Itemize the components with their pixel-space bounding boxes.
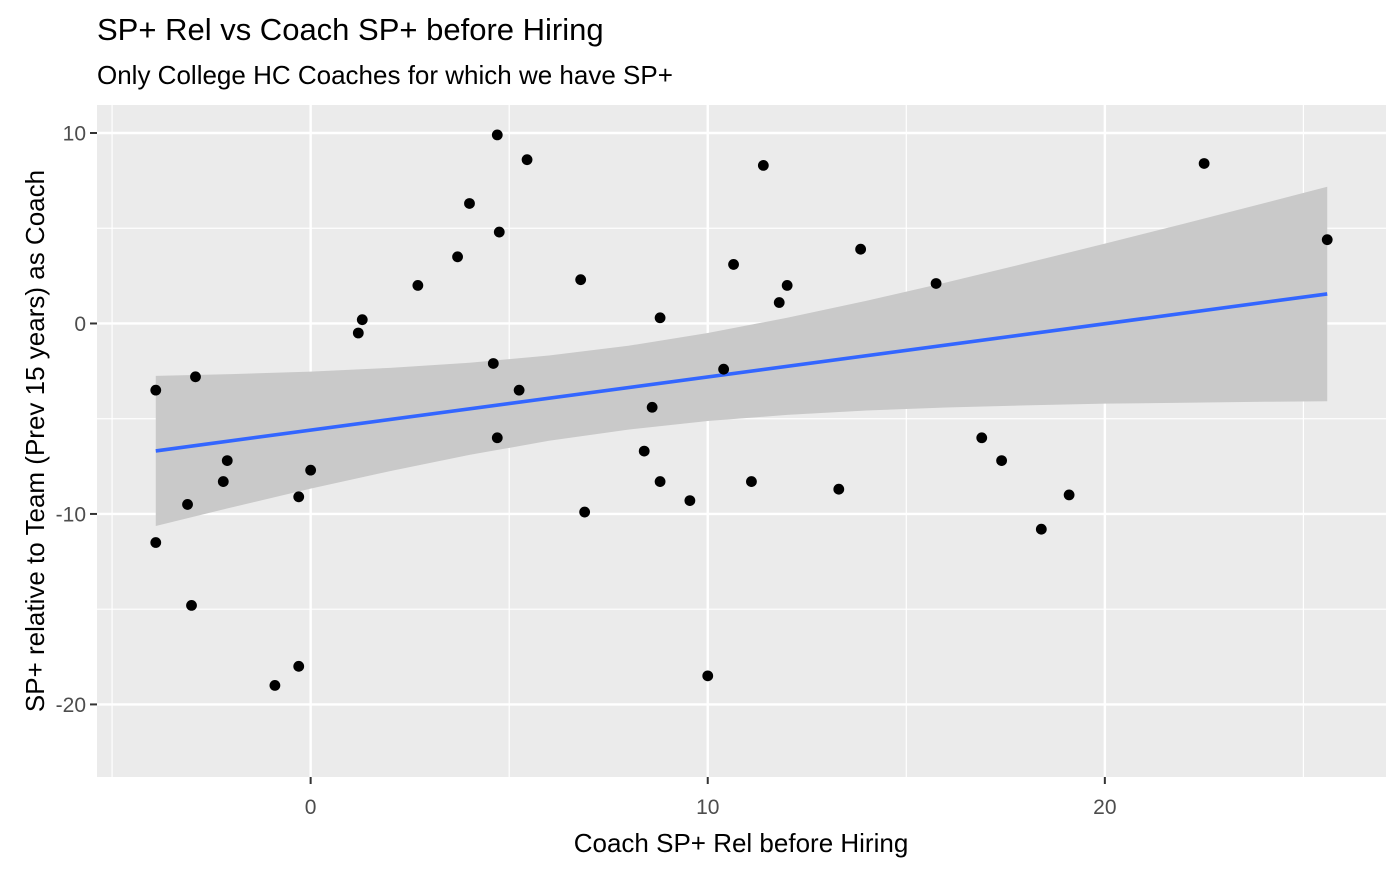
scatter-point [746,476,757,487]
scatter-point [646,401,658,413]
scatter-point [150,384,162,396]
scatter-point [493,226,505,238]
scatter-point [190,371,201,383]
chart-subtitle: Only College HC Coaches for which we hav… [97,60,673,90]
axis-tick-labels: 0 10 20 10 0 -10 -20 [56,123,1117,820]
scatter-point [579,506,591,518]
scatter-point [718,363,730,375]
scatter-point [773,297,785,308]
scatter-point [930,278,942,289]
x-tick-label: 10 [696,796,719,819]
regression-line [155,292,1328,453]
y-tick-label: -10 [56,503,86,526]
scatter-point [150,537,162,548]
scatter-point [269,679,281,691]
scatter-point [352,327,364,339]
scatter-point [757,159,769,171]
scatter-point [491,432,503,444]
scatter-point [305,464,317,476]
ci-band-area [155,186,1328,526]
scatter-point [976,432,988,444]
scatter-point [996,455,1008,467]
scatter-point [1198,158,1210,169]
scatter-point [728,259,739,270]
scatter-point [833,483,845,495]
scatter-point [182,499,193,510]
scatter-point [654,312,666,324]
scatter-point [781,279,793,291]
scatter-point [412,279,424,291]
scatter-point [521,154,533,166]
scatter-point [1063,489,1075,501]
x-tick-label: 20 [1093,796,1116,819]
y-tick-label: -20 [56,694,86,717]
scatter-point [491,129,503,141]
scatter-point [1321,234,1333,246]
x-tick-label: 0 [305,796,317,819]
scatter-point [356,314,368,326]
chart-title: SP+ Rel vs Coach SP+ before Hiring [97,12,604,47]
x-axis-title: Coach SP+ Rel before Hiring [574,828,909,858]
scatter-point [1035,523,1047,535]
scatter-point [855,243,867,255]
scatter-point [293,660,305,672]
y-axis-title: SP+ relative to Team (Prev 15 years) as … [20,170,50,712]
scatter-point [684,495,696,507]
scatter-points [150,129,1333,691]
scatter-point [186,599,197,611]
scatter-point [293,491,305,503]
scatter-point [464,198,475,209]
scatter-point [487,358,499,369]
axis-ticks [90,132,1106,784]
scatter-point [638,445,650,457]
scatter-point [452,251,463,263]
scatter-point [575,274,587,286]
y-tick-label: 0 [74,313,86,336]
scatter-point [513,384,525,396]
scatter-point [702,670,714,682]
scatter-point [654,476,666,487]
scatter-point [221,455,233,467]
scatter-point [217,476,229,487]
confidence-band [155,186,1328,526]
trend-line [155,292,1328,453]
y-tick-label: 10 [63,123,86,146]
